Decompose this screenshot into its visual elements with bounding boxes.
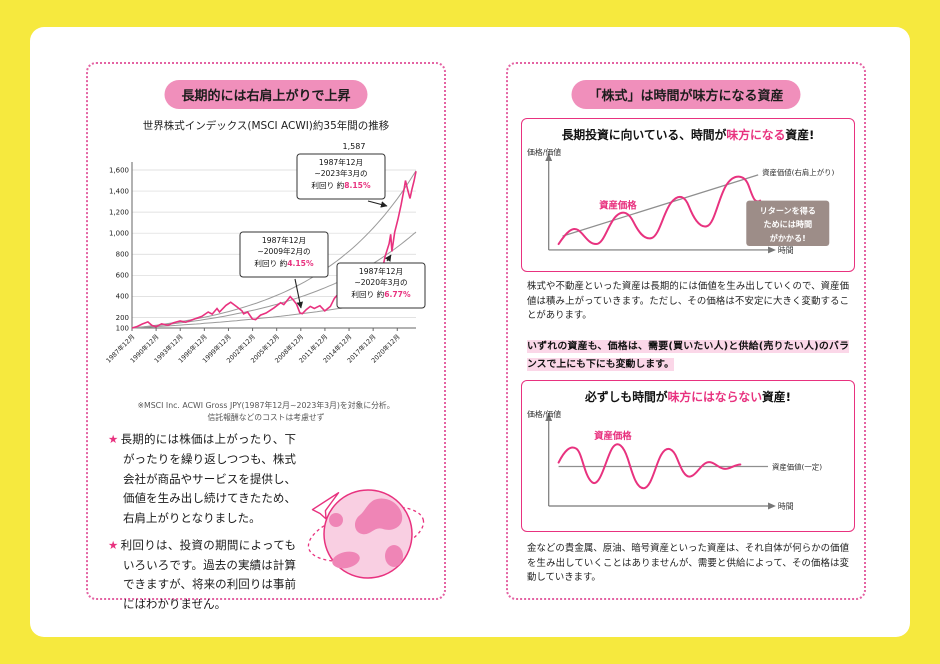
time-needed-badge: リターンを得る ためには時間 がかかる! <box>746 200 830 247</box>
svg-text:100: 100 <box>116 324 129 332</box>
y-axis-arrow <box>545 413 553 422</box>
left-panel: 長期的には右肩上がりで上昇 世界株式インデックス(MSCI ACWI)約35年間… <box>86 62 446 611</box>
price-value-axis-label: 価格/価値 <box>527 409 561 419</box>
svg-text:600: 600 <box>116 272 129 280</box>
star-bullet-icon: ★ <box>108 537 119 552</box>
annotation-return-4-15: 1987年12月 ~2009年2月の 利回り 約4.15% <box>239 231 329 309</box>
key-point-2: ★ 利回りは、投資の期間によってもいろいろです。過去の実績は計算できますが、将来の… <box>108 536 428 615</box>
key-points: ★ 長期的には株価は上がったり、下がったりを繰り返しつつも、株式会社が商品やサービ… <box>108 430 428 622</box>
annotation-arrow <box>367 200 388 208</box>
asset-price-wave <box>557 443 742 490</box>
heading-text: 必ずしも時間が <box>585 390 668 404</box>
time-favorable-asset-box: 長期投資に向いている、時間が味方になる資産! 価格/価値 時間 資産価値(右肩上… <box>521 118 855 272</box>
svg-text:リターンを得る: リターンを得る <box>760 205 816 215</box>
svg-text:1987年12月: 1987年12月 <box>262 235 306 245</box>
svg-text:800: 800 <box>116 251 129 259</box>
time-favorable-heading: 長期投資に向いている、時間が味方になる資産! <box>522 126 854 143</box>
key-point-2-text: 利回りは、投資の期間によってもいろいろです。過去の実績は計算できますが、将来の利… <box>120 537 296 612</box>
svg-text:200: 200 <box>116 314 129 322</box>
svg-text:1,600: 1,600 <box>109 166 129 174</box>
svg-text:がかかる!: がかかる! <box>770 233 806 243</box>
footnote-line-2: 信託報酬などのコストは考慮せず <box>207 413 325 423</box>
msci-acwi-line-chart: 1,600 1,400 1,200 1,000 800 600 400 200 100 1987年… <box>104 142 426 365</box>
left-panel-title-badge: 長期的には右肩上がりで上昇 <box>164 80 368 109</box>
left-panel-title: 長期的には右肩上がりで上昇 <box>181 89 351 104</box>
time-unfavorable-heading: 必ずしも時間が味方にはならない資産! <box>522 388 854 405</box>
highlighted-text: いずれの資産も、価格は、需要(買いたい人)と供給(売りたい人)のバランスで上にも… <box>527 340 849 371</box>
content-sheet: 長期的には右肩上がりで上昇 世界株式インデックス(MSCI ACWI)約35年間… <box>30 27 910 637</box>
flat-asset-concept-chart: 価格/価値 時間 資産価値(一定) 資産価格 <box>527 409 822 511</box>
peak-value-label: 1,587 <box>343 142 366 151</box>
svg-text:1,200: 1,200 <box>109 208 129 216</box>
svg-text:利回り 約4.15%: 利回り 約4.15% <box>254 258 314 268</box>
annotation-arrow <box>294 278 304 309</box>
heading-text: 資産! <box>762 390 791 404</box>
svg-text:~2023年3月の: ~2023年3月の <box>314 168 367 178</box>
annotation-return-8-15: 1987年12月 ~2023年3月の 利回り 約8.15% <box>296 153 388 208</box>
right-panel-title: 「株式」は時間が味方になる資産 <box>588 89 784 104</box>
y-axis-arrow <box>545 153 553 162</box>
heading-text: 長期投資に向いている、時間が <box>561 128 727 142</box>
svg-text:~2020年3月の: ~2020年3月の <box>354 277 407 287</box>
chart-subtitle: 世界株式インデックス(MSCI ACWI)約35年間の推移 <box>142 120 390 132</box>
svg-text:400: 400 <box>116 293 129 301</box>
right-panel-title-badge: 「株式」は時間が味方になる資産 <box>571 80 801 109</box>
key-point-1: ★ 長期的には株価は上がったり、下がったりを繰り返しつつも、株式会社が商品やサービ… <box>108 430 428 529</box>
heading-emphasis: 味方にはならない <box>667 390 762 404</box>
annotation-return-6-77: 1987年12月 ~2020年3月の 利回り 約6.77% <box>336 254 426 309</box>
time-unfavorable-asset-box: 必ずしも時間が味方にはならない資産! 価格/価値 時間 資産価値(一定) 資産価… <box>521 380 855 532</box>
svg-text:利回り 約6.77%: 利回り 約6.77% <box>351 289 411 299</box>
right-panel: 「株式」は時間が味方になる資産 長期投資に向いている、時間が味方になる資産! 価… <box>506 62 866 600</box>
footnote-line-1: ※MSCI Inc. ACWI Gross JPY(1987年12月~2023年… <box>137 401 395 410</box>
svg-text:ためには時間: ためには時間 <box>763 219 812 229</box>
asset-value-label: 資産価値(一定) <box>772 462 822 471</box>
airplane-icon <box>311 492 340 520</box>
x-axis-arrow <box>768 502 776 510</box>
chart-footnote: ※MSCI Inc. ACWI Gross JPY(1987年12月~2023年… <box>88 400 444 424</box>
svg-text:1,000: 1,000 <box>109 230 129 238</box>
rising-asset-concept-chart: 価格/価値 時間 資産価値(右肩上がり) 資産価格 リターンを得る ためには時間… <box>527 147 835 255</box>
svg-text:利回り 約8.15%: 利回り 約8.15% <box>311 180 371 190</box>
unfavorable-asset-description: 金などの貴金属、原油、暗号資産といった資産は、それ自体が何らかの価値を生み出して… <box>527 543 849 584</box>
svg-text:1987年12月: 1987年12月 <box>359 266 403 276</box>
time-axis-label: 時間 <box>778 246 794 255</box>
supply-demand-note: いずれの資産も、価格は、需要(買いたい人)と供給(売りたい人)のバランスで上にも… <box>527 338 849 374</box>
asset-price-wave <box>557 175 762 246</box>
time-axis-label: 時間 <box>778 502 794 511</box>
heading-emphasis: 味方になる <box>726 128 786 142</box>
svg-text:1,400: 1,400 <box>109 187 129 195</box>
price-value-axis-label: 価格/価値 <box>527 147 561 157</box>
svg-text:1987年12月: 1987年12月 <box>319 157 363 167</box>
asset-price-label: 資産価格 <box>594 430 632 442</box>
globe-illustration <box>304 472 428 590</box>
heading-text: 資産! <box>785 128 815 142</box>
favorable-asset-description: 株式や不動産といった資産は長期的には価値を生み出していくので、資産価値は積み上が… <box>527 281 849 322</box>
x-axis-arrow <box>768 246 776 254</box>
key-point-1-text: 長期的には株価は上がったり、下がったりを繰り返しつつも、株式会社が商品やサービス… <box>120 432 296 526</box>
globe-airplane-icon <box>307 489 425 579</box>
asset-value-label: 資産価値(右肩上がり) <box>762 168 834 177</box>
svg-text:~2009年2月の: ~2009年2月の <box>257 246 310 256</box>
annotation-arrow <box>384 254 392 262</box>
asset-price-label: 資産価格 <box>599 199 637 211</box>
star-bullet-icon: ★ <box>108 432 119 446</box>
